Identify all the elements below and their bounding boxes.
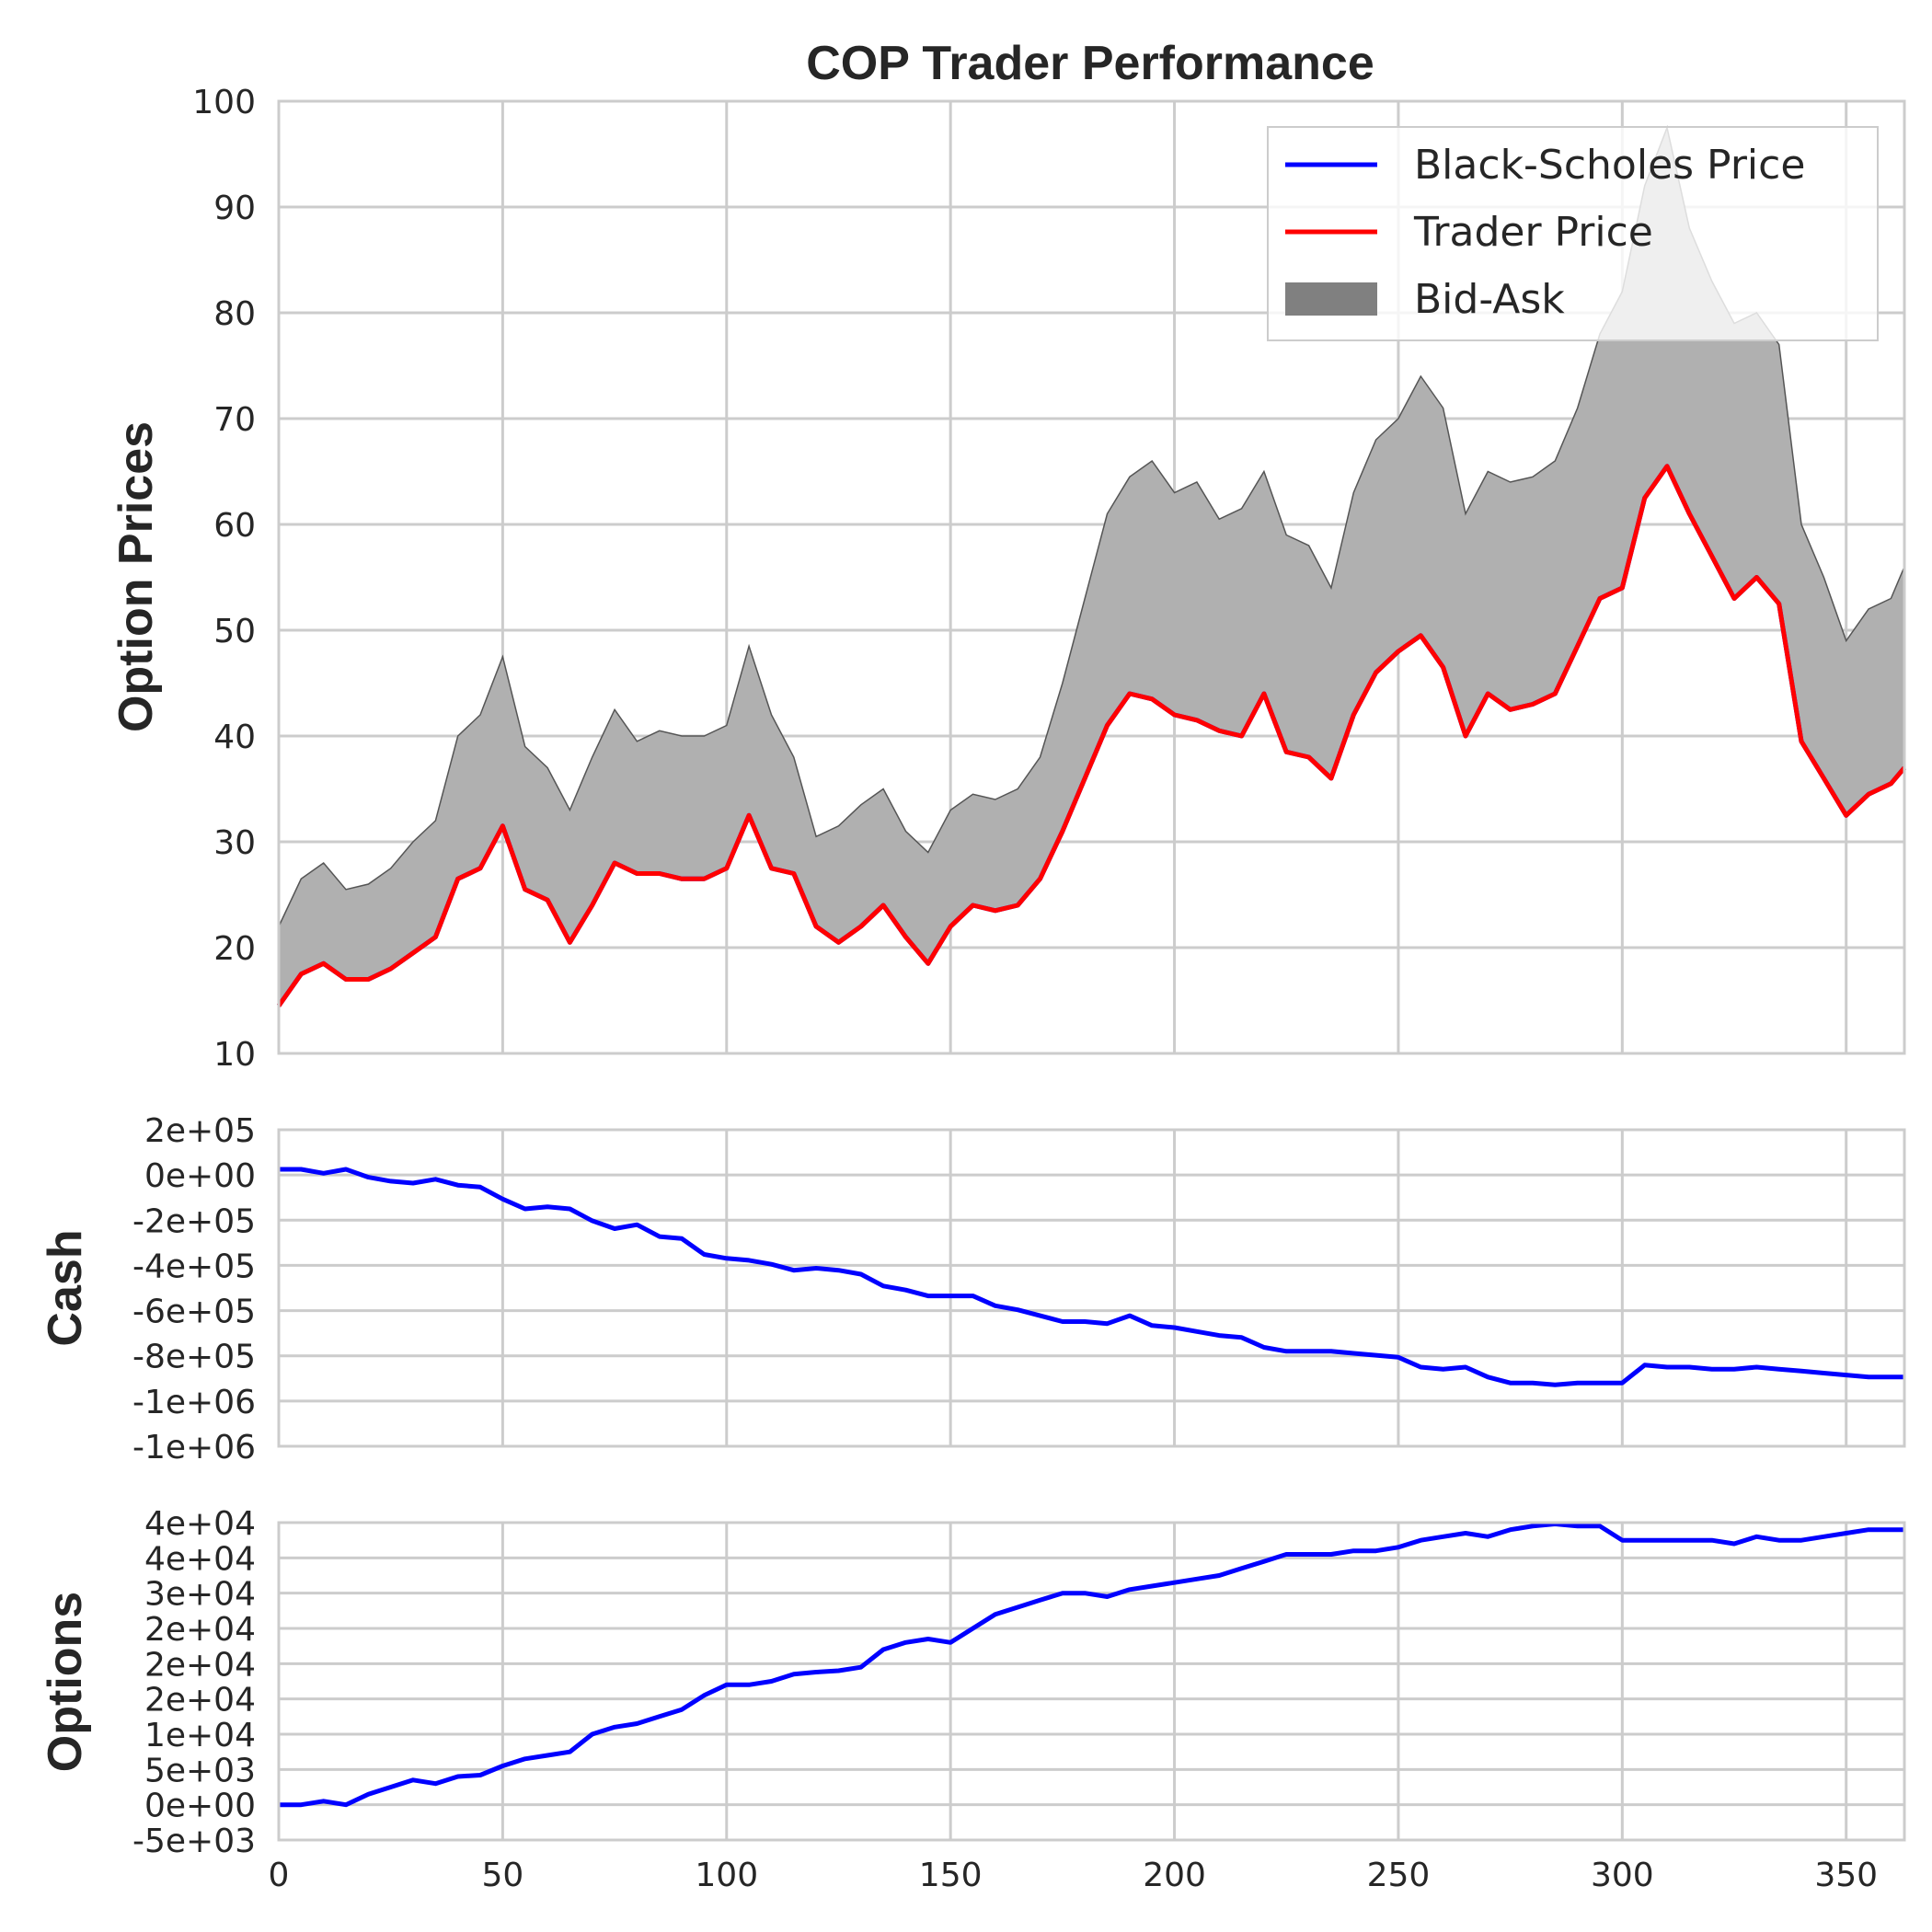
option-prices-lines (276, 464, 1906, 1007)
option-prices-y-ticks: 10 20 30 40 50 60 70 80 90 100 (192, 84, 256, 1074)
y-tick-label: 30 (213, 824, 256, 862)
y-tick-label: 80 (213, 295, 256, 333)
y-tick-label: 4e+04 (144, 1505, 256, 1543)
legend-label-black-scholes: Black-Scholes Price (1414, 142, 1805, 189)
options-y-ticks: -5e+030e+005e+031e+042e+042e+042e+043e+0… (132, 1505, 256, 1860)
x-tick-label: 250 (1367, 1857, 1431, 1894)
option-prices-frame (277, 99, 1906, 1055)
y-tick-label: 3e+04 (144, 1576, 256, 1614)
x-tick-label: 50 (481, 1857, 523, 1894)
y-tick-label: -8e+05 (132, 1339, 256, 1376)
cash-lines (279, 1167, 1904, 1387)
y-tick-label: 10 (213, 1036, 256, 1074)
x-tick-label: 300 (1591, 1857, 1654, 1894)
options-frame (277, 1521, 1906, 1842)
y-tick-label: 0e+00 (144, 1788, 256, 1825)
legend-label-trader-price: Trader Price (1413, 209, 1653, 256)
y-tick-label: 0e+00 (144, 1157, 256, 1195)
y-tick-label: 2e+04 (144, 1611, 256, 1649)
y-tick-label: 2e+04 (144, 1682, 256, 1719)
x-tick-label: 0 (269, 1857, 290, 1894)
cash-frame (277, 1128, 1906, 1448)
option-prices-panel: 10 20 30 40 50 60 70 80 90 100 Option Prices Blac… (109, 84, 1906, 1074)
legend-swatch-bid-ask (1285, 282, 1377, 316)
y-tick-label: -2e+05 (132, 1202, 256, 1240)
y-tick-label: 100 (192, 84, 256, 121)
x-axis-ticks: 0 50 100 150 200 250 300 350 (269, 1857, 1879, 1894)
cash-panel: -1e+06 -1e+06 -8e+05 -6e+05 -4e+05 -2e+05 0e+0… (39, 1112, 1906, 1466)
cash-y-label: Cash (39, 1229, 92, 1346)
y-tick-label: -1e+06 (132, 1429, 256, 1466)
x-tick-label: 150 (919, 1857, 983, 1894)
y-tick-label: 20 (213, 930, 256, 968)
y-tick-label: -4e+05 (132, 1248, 256, 1285)
options-lines (279, 1522, 1904, 1808)
x-tick-label: 200 (1143, 1857, 1206, 1894)
y-tick-label: 2e+05 (144, 1112, 256, 1150)
options-panel: -5e+030e+005e+031e+042e+042e+042e+043e+0… (39, 1505, 1906, 1894)
y-tick-label: -5e+03 (132, 1823, 256, 1860)
y-tick-label: 2e+04 (144, 1646, 256, 1684)
y-tick-label: -6e+05 (132, 1294, 256, 1331)
cash-y-ticks: -1e+06 -1e+06 -8e+05 -6e+05 -4e+05 -2e+05 0e+0… (132, 1112, 256, 1466)
trader-price-line (276, 464, 1906, 1007)
options-y-label: Options (39, 1592, 92, 1772)
legend-label-bid-ask: Bid-Ask (1414, 276, 1565, 323)
y-tick-label: 60 (213, 507, 256, 545)
y-tick-label: 70 (213, 401, 256, 439)
legend: Black-Scholes Price Trader Price Bid-Ask (1267, 126, 1879, 341)
y-tick-label: 90 (213, 190, 256, 227)
x-tick-label: 100 (695, 1857, 758, 1894)
y-tick-label: 40 (213, 719, 256, 756)
y-tick-label: 5e+03 (144, 1752, 256, 1789)
y-tick-label: 4e+04 (144, 1540, 256, 1578)
chart-title: COP Trader Performance (806, 37, 1374, 90)
options-line (279, 1522, 1904, 1808)
x-tick-label: 350 (1814, 1857, 1878, 1894)
y-tick-label: 1e+04 (144, 1717, 256, 1754)
y-tick-label: -1e+06 (132, 1384, 256, 1421)
option-prices-y-label: Option Prices (109, 421, 163, 732)
y-tick-label: 50 (213, 613, 256, 650)
cash-line (279, 1167, 1904, 1387)
